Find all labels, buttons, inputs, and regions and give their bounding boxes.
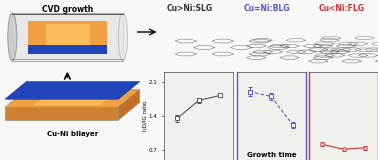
Polygon shape — [33, 93, 115, 106]
Ellipse shape — [118, 13, 127, 61]
Ellipse shape — [8, 13, 17, 61]
Text: CVD growth: CVD growth — [42, 5, 93, 14]
Polygon shape — [46, 24, 90, 51]
Polygon shape — [118, 90, 140, 120]
Polygon shape — [5, 82, 140, 99]
Text: Cu<Ni:FLG: Cu<Ni:FLG — [319, 4, 365, 13]
Text: Cu-Ni bilayer: Cu-Ni bilayer — [47, 131, 98, 137]
Text: Cu=Ni:BLG: Cu=Ni:BLG — [244, 4, 290, 13]
Text: Growth time: Growth time — [247, 152, 297, 158]
Polygon shape — [28, 45, 107, 54]
Y-axis label: I₂D/IG ratio: I₂D/IG ratio — [142, 101, 147, 131]
Polygon shape — [5, 107, 118, 120]
Polygon shape — [11, 13, 123, 61]
Text: Cu>Ni:SLG: Cu>Ni:SLG — [167, 4, 213, 13]
Polygon shape — [28, 21, 107, 54]
Polygon shape — [5, 90, 140, 107]
